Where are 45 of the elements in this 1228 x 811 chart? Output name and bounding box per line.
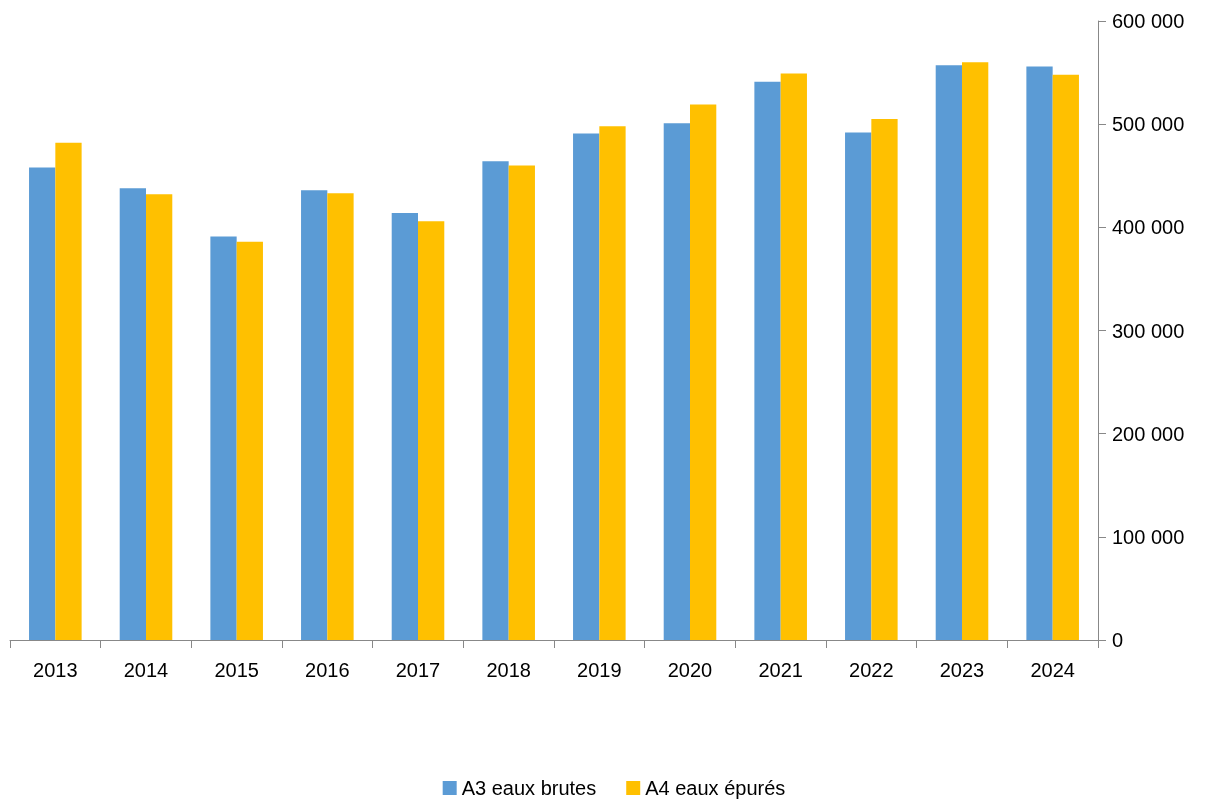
bar: [210, 236, 237, 640]
legend-label: A3 eaux brutes: [461, 777, 597, 799]
bar: [146, 194, 173, 640]
bar: [962, 62, 989, 640]
bar: [935, 65, 962, 640]
bar: [29, 167, 56, 640]
bar: [599, 126, 626, 640]
x-tick-label: 2014: [123, 659, 169, 681]
y-tick-label: 300 000: [1112, 319, 1185, 342]
x-tick-label: 2019: [577, 659, 622, 681]
bar: [780, 73, 807, 640]
y-tick-label: 200 000: [1112, 422, 1185, 445]
y-tick-label: 600 000: [1112, 10, 1185, 32]
bar: [1052, 74, 1079, 640]
x-tick-label: 2015: [214, 659, 259, 681]
bar: [327, 193, 354, 640]
y-tick-label: 100 000: [1112, 525, 1185, 548]
bar: [508, 165, 535, 640]
bar: [482, 161, 509, 640]
y-tick-label: 0: [1112, 629, 1124, 651]
legend-label: A4 eaux épurés: [645, 777, 786, 799]
bar: [391, 212, 418, 640]
bar: [119, 188, 146, 640]
x-tick-label: 2016: [305, 659, 350, 681]
x-tick-label: 2018: [486, 659, 531, 681]
x-tick-label: 2022: [849, 659, 894, 681]
x-tick-label: 2013: [33, 659, 78, 681]
bar: [845, 132, 872, 640]
bar: [663, 123, 690, 640]
bar: [690, 104, 717, 640]
bar: [301, 190, 328, 640]
bar: [418, 221, 445, 640]
bar: [754, 81, 781, 640]
y-tick-label: 400 000: [1112, 216, 1185, 239]
bar: [871, 119, 898, 640]
bar: [55, 142, 82, 640]
x-tick-label: 2021: [758, 659, 803, 681]
x-tick-label: 2017: [395, 659, 441, 681]
x-tick-label: 2023: [939, 659, 985, 681]
y-tick-label: 500 000: [1112, 113, 1185, 136]
bar: [236, 241, 263, 640]
bar: [573, 133, 600, 640]
bar: [1026, 66, 1053, 640]
x-tick-label: 2020: [667, 659, 713, 681]
x-tick-label: 2024: [1030, 659, 1075, 681]
